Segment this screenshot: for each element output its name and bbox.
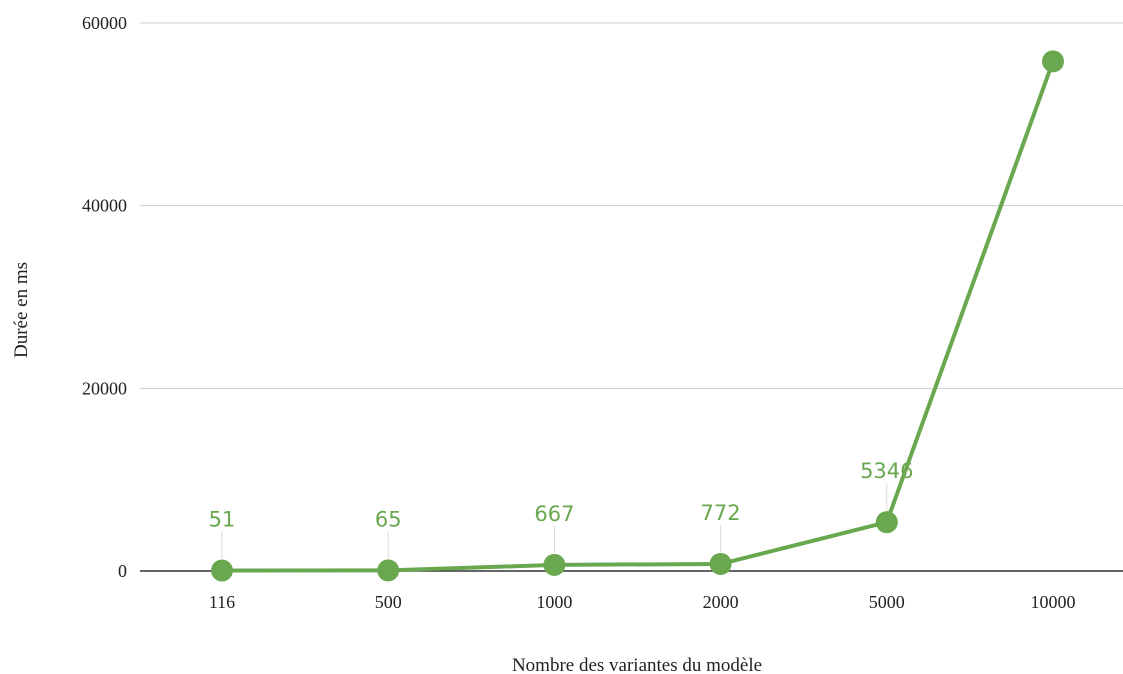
x-tick-label: 1000 [536, 592, 572, 612]
data-point [211, 559, 233, 582]
x-tick-label: 5000 [869, 592, 905, 612]
y-tick-label: 60000 [82, 13, 127, 33]
data-point [543, 553, 566, 576]
data-point [1042, 50, 1064, 73]
data-point [709, 552, 732, 575]
data-label: 5346 [860, 459, 913, 483]
data-point [377, 559, 400, 582]
x-tick-label: 10000 [1031, 592, 1076, 612]
grid-layer [140, 22, 1123, 572]
y-tick-label: 20000 [82, 378, 127, 398]
y-tick-labels: 0 20000 40000 60000 [82, 13, 127, 581]
y-axis-title: Durée en ms [11, 262, 32, 358]
data-label: 65 [375, 507, 402, 531]
data-label: 667 [534, 502, 574, 526]
series-line [220, 59, 1055, 573]
series-layer [211, 50, 1064, 582]
data-label: 772 [701, 501, 741, 525]
x-tick-label: 2000 [703, 592, 739, 612]
data-label: 51 [209, 508, 236, 532]
data-label-layer: 51 65 667 772 5346 [209, 459, 914, 559]
y-tick-label: 0 [118, 561, 127, 581]
y-tick-label: 40000 [82, 196, 127, 216]
x-tick-labels: 116 500 1000 2000 5000 10000 [209, 592, 1076, 612]
x-axis-title: Nombre des variantes du modèle [512, 655, 762, 674]
x-tick-label: 116 [209, 592, 235, 612]
data-point [875, 511, 898, 534]
x-tick-label: 500 [375, 592, 402, 612]
